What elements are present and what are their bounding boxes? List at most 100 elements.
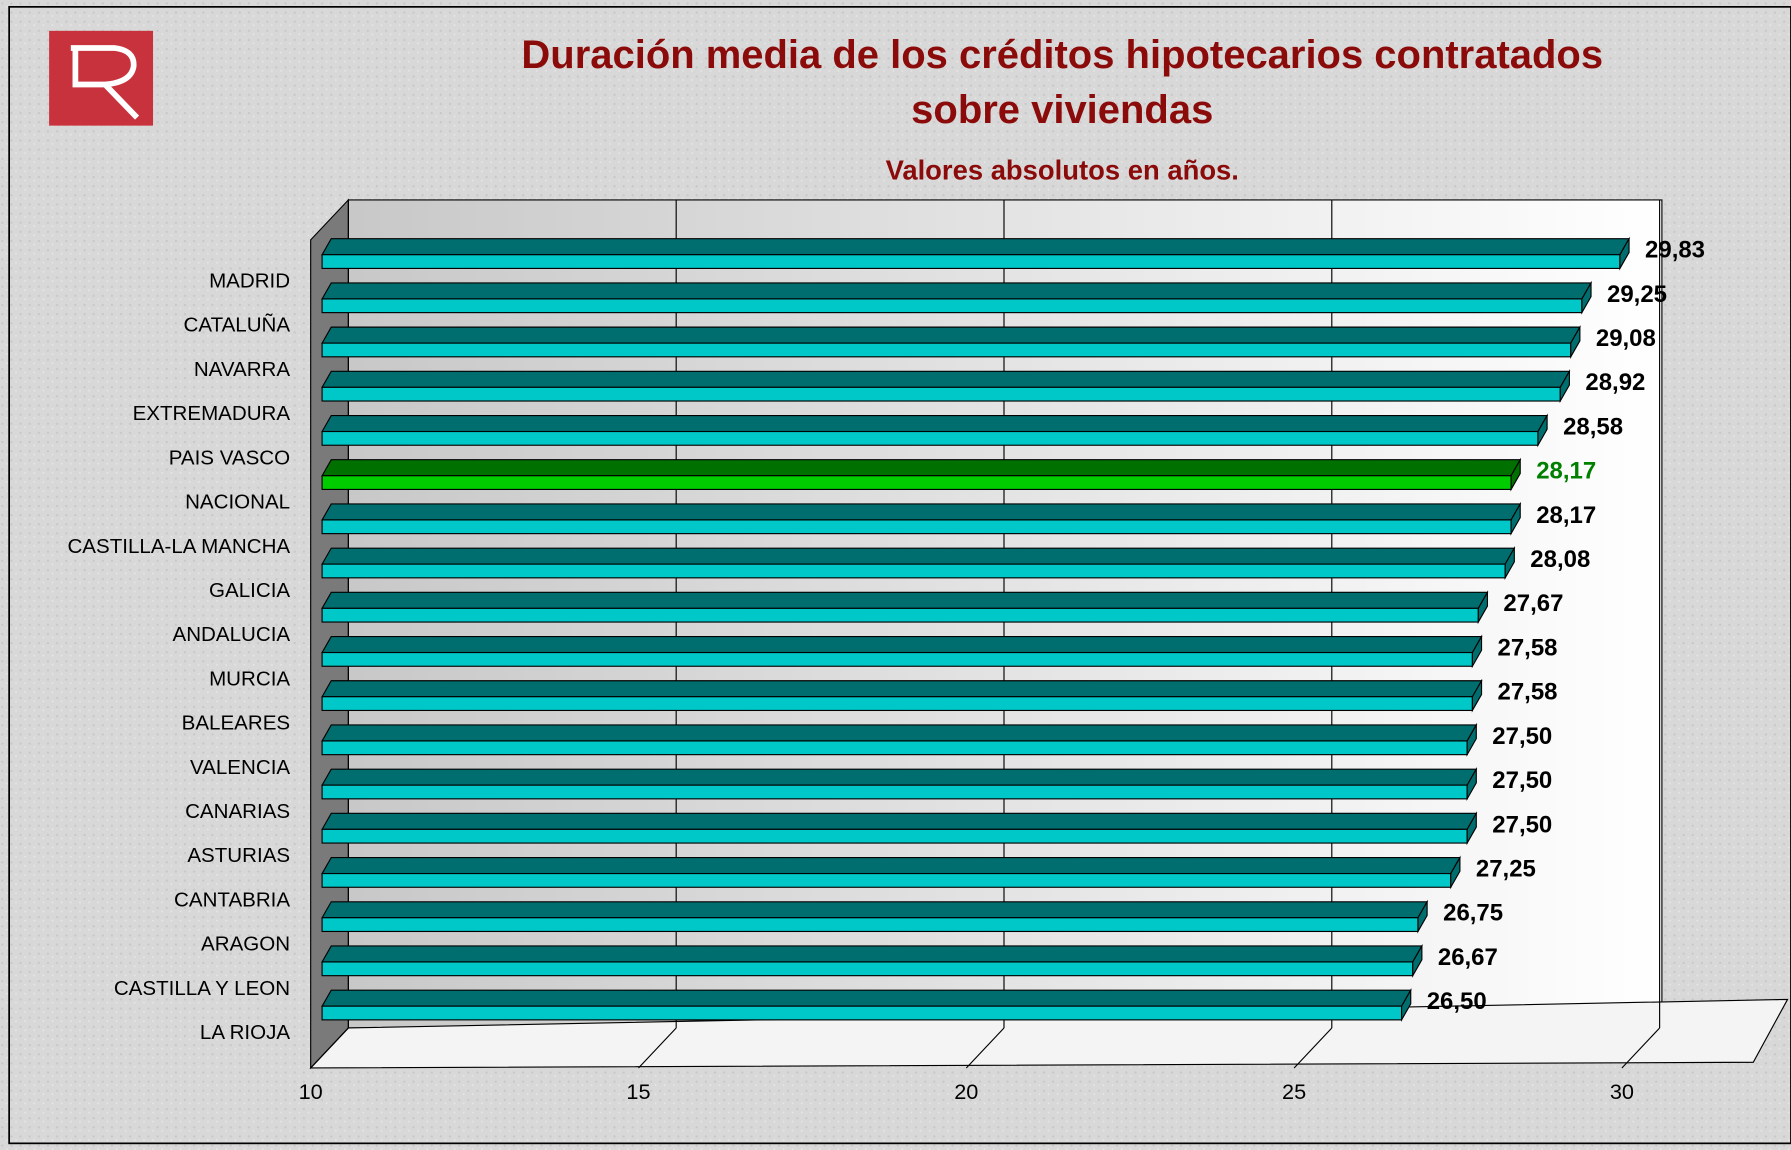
bar — [321, 519, 1512, 535]
bar — [321, 298, 1583, 314]
y-tick-label: LA RIOJA — [200, 1021, 291, 1044]
bar — [321, 961, 1414, 977]
bar-end — [1570, 324, 1581, 359]
y-tick-label: NACIONAL — [185, 491, 290, 514]
y-tick-label: CATALUÑA — [184, 313, 291, 337]
bar-end — [1401, 988, 1412, 1023]
bar — [321, 475, 1512, 491]
value-label: 27,67 — [1503, 590, 1563, 617]
bar — [321, 740, 1468, 756]
value-label: 29,83 — [1645, 237, 1705, 264]
bar-top — [321, 459, 1522, 477]
bar-end — [1412, 943, 1423, 978]
value-label: 28,92 — [1585, 369, 1645, 396]
logo-box — [49, 30, 154, 126]
bar — [321, 828, 1468, 844]
logo-mark — [70, 45, 140, 120]
bar — [321, 696, 1473, 712]
y-tick-label: EXTREMADURA — [133, 402, 291, 425]
bar-top — [321, 724, 1478, 742]
bar-end — [1510, 457, 1521, 492]
y-tick-label: MADRID — [209, 270, 290, 293]
bar-top — [321, 945, 1423, 963]
bar-end — [1466, 811, 1477, 846]
bar-top — [321, 414, 1549, 433]
bar — [321, 254, 1621, 269]
bar-end — [1510, 501, 1521, 536]
bar-top — [321, 282, 1593, 300]
chart-subtitle: Valores absolutos en años. — [886, 155, 1239, 186]
bar-end — [1417, 899, 1428, 934]
bar-end — [1581, 280, 1592, 315]
value-label: 27,58 — [1498, 679, 1558, 706]
bar — [321, 784, 1468, 800]
bar — [321, 342, 1572, 358]
y-tick-label: CANARIAS — [185, 800, 290, 823]
value-label: 26,50 — [1427, 988, 1487, 1015]
bar-end — [1537, 413, 1548, 448]
x-tick-label: 25 — [1282, 1079, 1306, 1104]
y-tick-label: ANDALUCIA — [173, 623, 291, 646]
value-label: 27,58 — [1498, 634, 1558, 661]
x-tick-label: 10 — [299, 1079, 323, 1104]
bar-end — [1619, 236, 1630, 271]
logo — [49, 30, 154, 126]
chart-title: Duración media de los créditos hipotecar… — [521, 33, 1603, 132]
floor-grid-line — [638, 1027, 677, 1069]
bar-top — [321, 812, 1478, 830]
bar-top — [321, 238, 1631, 256]
bar — [321, 563, 1506, 579]
bar-end — [1466, 767, 1477, 802]
y-tick-label: ARAGON — [201, 933, 290, 956]
value-label: 27,50 — [1492, 767, 1552, 794]
y-tick-label: GALICIA — [209, 579, 290, 602]
y-tick-label: PAIS VASCO — [169, 446, 290, 469]
bar-end — [1504, 545, 1515, 580]
value-label: 29,08 — [1596, 325, 1656, 352]
bar-top — [321, 856, 1461, 875]
y-tick-label: CANTABRIA — [174, 888, 290, 911]
value-label: 28,08 — [1530, 546, 1590, 573]
bar-end — [1471, 678, 1483, 713]
bar-top — [321, 503, 1522, 521]
value-label: 29,25 — [1607, 281, 1667, 308]
bar — [321, 386, 1561, 402]
value-label: 26,67 — [1438, 944, 1498, 971]
x-tick-label: 30 — [1610, 1079, 1634, 1104]
bar-top — [321, 989, 1412, 1007]
x-tick-label: 20 — [954, 1079, 978, 1104]
floor-grid-line — [965, 1027, 1005, 1069]
bar — [321, 651, 1473, 667]
floor-grid-line — [310, 1027, 349, 1069]
value-label: 26,75 — [1443, 900, 1503, 927]
y-tick-label: CASTILLA-LA MANCHA — [67, 535, 290, 558]
bar — [321, 872, 1452, 888]
bar-top — [321, 680, 1483, 698]
bar-end — [1477, 590, 1489, 625]
bar-top — [321, 768, 1478, 786]
bar-end — [1466, 722, 1477, 757]
bar-top — [321, 591, 1489, 609]
value-label: 28,58 — [1563, 413, 1623, 440]
value-label: 27,50 — [1492, 723, 1552, 750]
y-tick-label: ASTURIAS — [187, 844, 290, 867]
bar-top — [321, 901, 1429, 919]
y-tick-label: VALENCIA — [190, 756, 290, 779]
y-tick-label: NAVARRA — [194, 358, 291, 381]
value-label: 27,25 — [1476, 855, 1536, 882]
bar-top — [321, 547, 1516, 565]
bar-top — [321, 326, 1581, 344]
y-tick-label: BALEARES — [182, 712, 291, 735]
bar — [321, 917, 1419, 933]
bar-end — [1471, 634, 1483, 669]
y-tick-label: MURCIA — [209, 667, 290, 690]
bar — [321, 430, 1539, 446]
bar-end — [1450, 855, 1461, 890]
y-tick-label: CASTILLA Y LEON — [114, 977, 290, 1000]
bar-top — [321, 635, 1483, 654]
value-label: 27,50 — [1492, 811, 1552, 838]
bar-top — [321, 370, 1571, 388]
floor-grid-line — [1293, 1027, 1333, 1069]
